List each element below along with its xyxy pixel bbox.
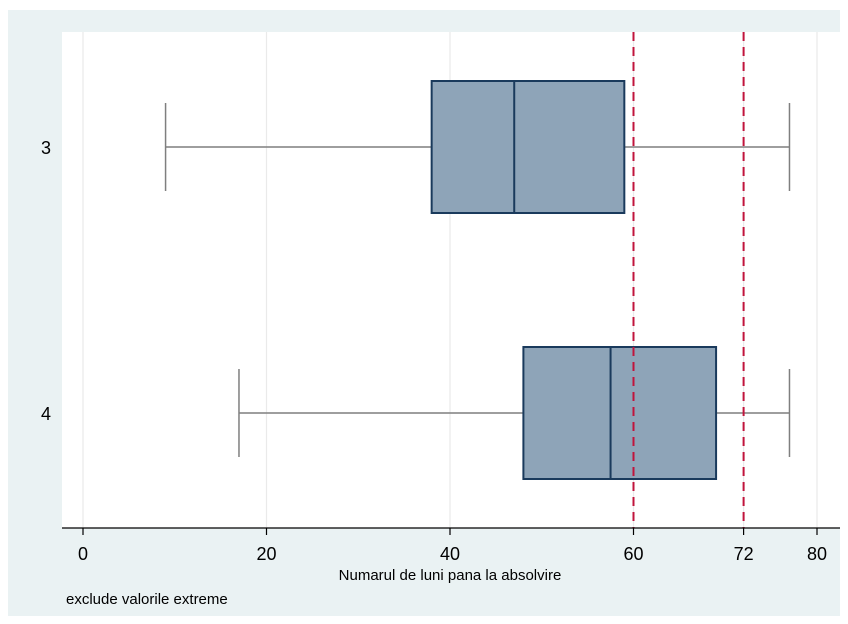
iqr-box-3 [430,80,626,214]
chart-note: exclude valorile extreme [66,591,228,608]
y-axis-categories: 34 [41,138,51,424]
x-tick-label-60: 60 [623,544,643,564]
y-category-label-4: 4 [41,404,51,424]
x-axis-title: Numarul de luni pana la absolvire [339,567,562,584]
reference-lines [632,32,745,528]
x-tick-label-72: 72 [734,544,754,564]
iqr-box-4 [522,346,718,480]
x-tick-label-40: 40 [440,544,460,564]
box-group-3 [164,80,791,214]
y-category-label-3: 3 [41,138,51,158]
boxes [164,80,791,480]
x-tick-label-20: 20 [256,544,276,564]
x-tick-label-80: 80 [807,544,827,564]
box-group-4 [238,346,791,480]
x-axis-ticks: 0 20 40 60 72 80 [78,528,827,564]
x-tick-label-0: 0 [78,544,88,564]
